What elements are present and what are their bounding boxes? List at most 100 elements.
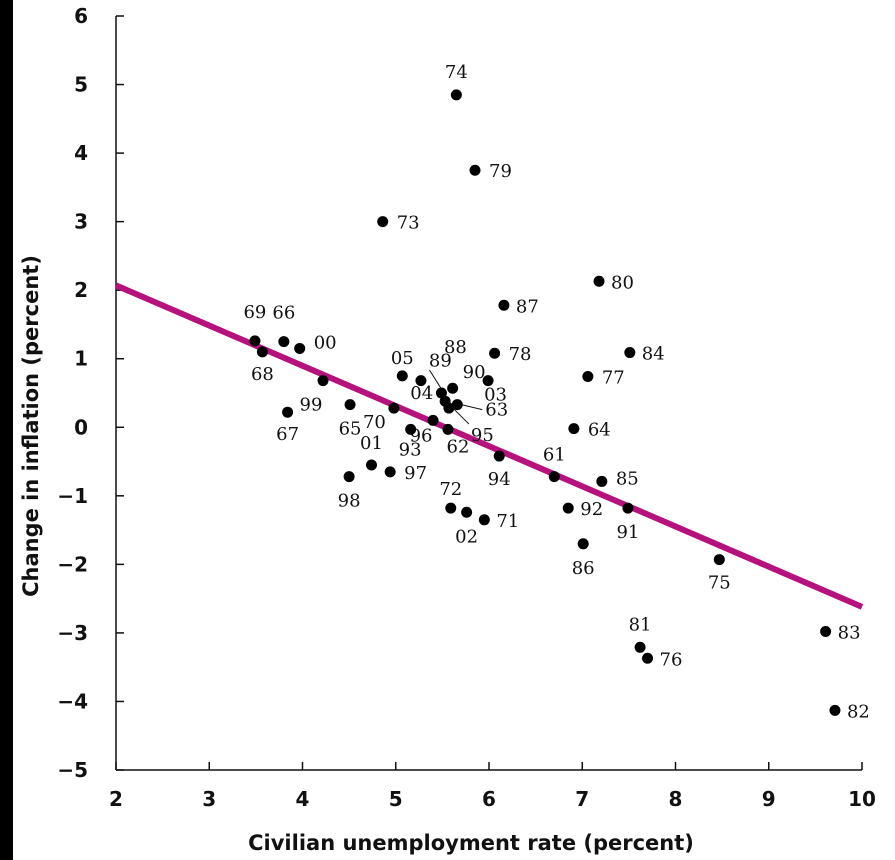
x-tick-label: 7 [575,787,589,811]
data-point [482,375,494,387]
data-point [548,471,560,483]
data-point [445,502,457,514]
y-tick-label: −1 [57,484,88,508]
data-point [562,502,574,514]
point-label: 94 [488,469,511,490]
data-point [451,399,463,411]
y-tick-label: 6 [74,4,88,28]
y-tick-label: 3 [74,210,88,234]
data-point [343,471,355,483]
point-label: 84 [642,344,665,365]
point-label: 01 [360,433,383,454]
point-label: 75 [708,573,731,594]
data-point [568,423,580,435]
data-point [249,335,261,347]
y-axis-title: Change in inflation (percent) [19,255,43,597]
y-tick-label: −5 [57,758,88,782]
y-tick-label: 4 [74,141,88,165]
point-label: 71 [496,511,519,532]
data-point [642,652,654,664]
data-point [447,382,459,394]
left-edge-strip [0,0,13,860]
point-label: 89 [429,351,452,372]
point-label: 83 [838,623,861,644]
point-label: 73 [397,213,420,234]
data-point [582,371,594,383]
point-label: 03 [484,385,507,406]
data-point [317,375,329,387]
label-leader [452,407,470,425]
data-point [415,375,427,387]
point-label: 63 [485,400,508,421]
point-label: 85 [616,468,639,489]
data-point [384,466,396,478]
data-point [622,502,634,514]
point-label: 00 [314,332,337,353]
x-tick-label: 2 [109,787,123,811]
point-label: 04 [410,383,433,404]
x-axis-title: Civilian unemployment rate (percent) [248,831,694,855]
point-label: 87 [516,296,539,317]
data-point [278,336,290,348]
x-tick-label: 8 [669,787,683,811]
data-point [713,554,725,566]
point-label: 79 [489,161,512,182]
trend-line [114,282,864,610]
data-point [829,704,841,716]
point-label: 93 [399,439,422,460]
data-point [461,506,473,518]
y-tick-label: −2 [57,552,88,576]
point-label: 76 [660,649,683,670]
point-label: 74 [445,62,468,83]
data-point [493,450,505,462]
point-label: 82 [847,701,870,722]
x-tick-label: 5 [389,787,403,811]
point-label: 88 [444,337,467,358]
x-tick-label: 6 [482,787,496,811]
point-label: 98 [338,491,361,512]
data-point [377,216,389,228]
data-point [596,475,608,487]
x-tick-label: 4 [296,787,310,811]
data-point [405,423,417,435]
data-point [498,299,510,311]
y-tick-label: 5 [74,73,88,97]
label-leader [461,404,483,411]
data-point [469,164,481,176]
point-label: 77 [602,368,625,389]
data-point [577,538,589,550]
point-label: 78 [509,344,532,365]
point-label: 70 [363,412,386,433]
data-point [435,387,447,399]
point-label: 91 [616,522,639,543]
data-point [256,346,268,358]
data-point [634,641,646,653]
data-point [366,459,378,471]
point-label: 97 [404,463,427,484]
data-point [294,342,306,354]
trend-line-group [114,282,864,610]
data-point [282,406,294,418]
data-point [443,402,455,414]
point-label: 95 [471,425,494,446]
point-label: 80 [611,272,634,293]
point-label: 05 [391,348,414,369]
data-point [489,347,501,359]
label-leader [429,369,442,390]
point-label: 02 [455,526,478,547]
point-label: 67 [276,424,299,445]
point-label: 99 [300,395,323,416]
y-tick-label: 1 [74,347,88,371]
point-label: 92 [580,499,603,520]
data-point [427,414,439,426]
data-point [478,514,490,526]
point-label: 66 [272,303,295,324]
x-tick-label: 10 [848,787,876,811]
x-tick-label: 3 [202,787,216,811]
data-point [344,399,356,411]
data-point [442,423,454,435]
point-label: 68 [251,364,274,385]
data-point [388,402,400,414]
